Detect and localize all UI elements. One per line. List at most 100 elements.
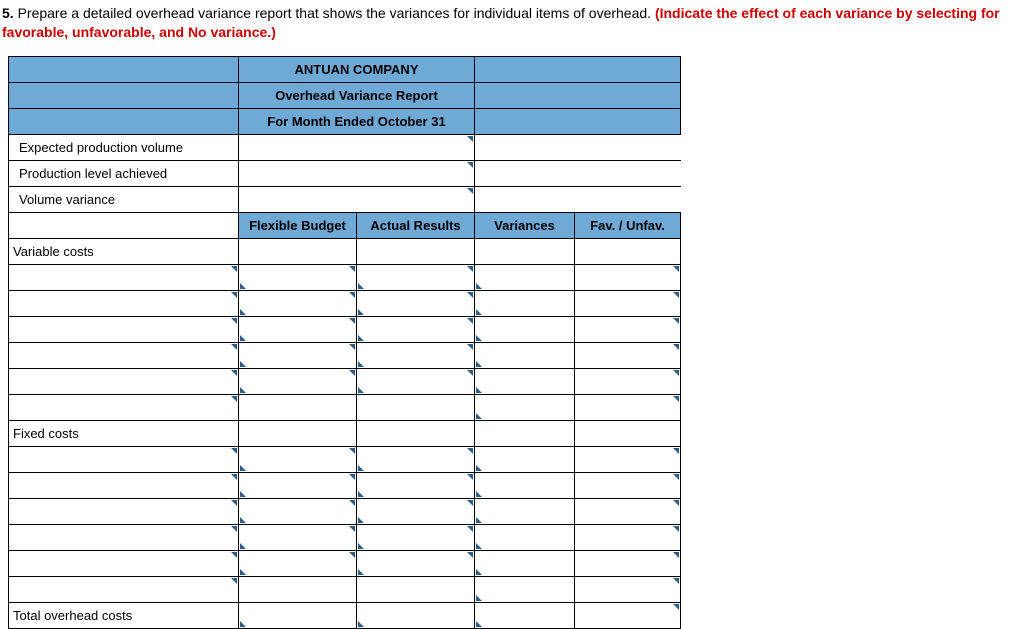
input-production-level[interactable] [239, 160, 475, 186]
var-item-dropdown[interactable] [9, 290, 239, 316]
input-favunfav-total[interactable] [575, 394, 681, 420]
header-row-3: For Month Ended October 31 [9, 108, 681, 134]
table-row [9, 290, 681, 316]
input-flex[interactable] [239, 290, 357, 316]
input-flex[interactable] [239, 342, 357, 368]
input-favunfav[interactable] [575, 550, 681, 576]
fix-item-dropdown[interactable] [9, 498, 239, 524]
var-item-dropdown[interactable] [9, 264, 239, 290]
input-actual-grand[interactable] [357, 602, 475, 628]
row-variable-costs-label: Variable costs [9, 238, 681, 264]
input-actual[interactable] [357, 368, 475, 394]
input-actual[interactable] [357, 498, 475, 524]
col-actual-results: Actual Results [357, 212, 475, 238]
row-volume-variance: Volume variance [9, 186, 681, 212]
fix-total-dropdown[interactable] [9, 576, 239, 602]
input-variance[interactable] [475, 550, 575, 576]
label-volume-variance: Volume variance [9, 186, 239, 212]
input-flex-total[interactable] [239, 394, 357, 420]
input-variance[interactable] [475, 368, 575, 394]
input-actual-total[interactable] [357, 576, 475, 602]
input-favunfav[interactable] [575, 264, 681, 290]
input-favunfav[interactable] [575, 368, 681, 394]
input-flex[interactable] [239, 368, 357, 394]
row-expected-volume: Expected production volume [9, 134, 681, 160]
input-volume-variance[interactable] [239, 186, 475, 212]
input-actual[interactable] [357, 446, 475, 472]
input-favunfav[interactable] [575, 290, 681, 316]
header-row-1: ANTUAN COMPANY [9, 56, 681, 82]
input-variance[interactable] [475, 264, 575, 290]
label-fixed-costs: Fixed costs [9, 420, 239, 446]
input-actual[interactable] [357, 472, 475, 498]
input-actual[interactable] [357, 264, 475, 290]
input-favunfav[interactable] [575, 524, 681, 550]
input-actual[interactable] [357, 524, 475, 550]
input-flex-grand[interactable] [239, 602, 357, 628]
column-header-row: Flexible Budget Actual Results Variances… [9, 212, 681, 238]
input-variance[interactable] [475, 290, 575, 316]
input-actual[interactable] [357, 290, 475, 316]
input-flex-total[interactable] [239, 576, 357, 602]
input-favunfav[interactable] [575, 472, 681, 498]
var-item-dropdown[interactable] [9, 316, 239, 342]
input-actual[interactable] [357, 550, 475, 576]
table-row [9, 446, 681, 472]
input-favunfav[interactable] [575, 498, 681, 524]
var-total-dropdown[interactable] [9, 394, 239, 420]
input-variance[interactable] [475, 342, 575, 368]
input-flex[interactable] [239, 446, 357, 472]
input-actual-total[interactable] [357, 394, 475, 420]
header-row-2: Overhead Variance Report [9, 82, 681, 108]
input-variance-total[interactable] [475, 576, 575, 602]
row-variable-total [9, 394, 681, 420]
input-variance[interactable] [475, 524, 575, 550]
input-variance[interactable] [475, 446, 575, 472]
row-production-level: Production level achieved [9, 160, 681, 186]
table-row [9, 550, 681, 576]
report-period: For Month Ended October 31 [239, 108, 475, 134]
col-fav-unfav: Fav. / Unfav. [575, 212, 681, 238]
input-actual[interactable] [357, 316, 475, 342]
var-item-dropdown[interactable] [9, 368, 239, 394]
fix-item-dropdown[interactable] [9, 524, 239, 550]
label-production-level: Production level achieved [9, 160, 239, 186]
fix-item-dropdown[interactable] [9, 550, 239, 576]
input-flex[interactable] [239, 472, 357, 498]
label-total-overhead: Total overhead costs [9, 602, 239, 628]
input-variance-grand[interactable] [475, 602, 575, 628]
var-item-dropdown[interactable] [9, 342, 239, 368]
input-flex[interactable] [239, 264, 357, 290]
input-favunfav[interactable] [575, 342, 681, 368]
input-favunfav-total[interactable] [575, 576, 681, 602]
fix-item-dropdown[interactable] [9, 472, 239, 498]
col-flexible-budget: Flexible Budget [239, 212, 357, 238]
table-row [9, 472, 681, 498]
input-flex[interactable] [239, 316, 357, 342]
table-row [9, 368, 681, 394]
input-variance-total[interactable] [475, 394, 575, 420]
input-flex[interactable] [239, 550, 357, 576]
input-favunfav-grand[interactable] [575, 602, 681, 628]
input-flex[interactable] [239, 524, 357, 550]
question-block: 5. Prepare a detailed overhead variance … [0, 4, 1024, 56]
input-flex[interactable] [239, 498, 357, 524]
input-favunfav[interactable] [575, 316, 681, 342]
label-variable-costs: Variable costs [9, 238, 239, 264]
table-row [9, 524, 681, 550]
variance-report-table: ANTUAN COMPANY Overhead Variance Report … [8, 56, 681, 629]
input-variance[interactable] [475, 498, 575, 524]
fix-item-dropdown[interactable] [9, 446, 239, 472]
question-number: 5. [2, 5, 14, 21]
input-actual[interactable] [357, 342, 475, 368]
input-variance[interactable] [475, 472, 575, 498]
row-fixed-total [9, 576, 681, 602]
table-row [9, 316, 681, 342]
input-expected-volume[interactable] [239, 134, 475, 160]
label-expected-volume: Expected production volume [9, 134, 239, 160]
input-favunfav[interactable] [575, 446, 681, 472]
row-total-overhead: Total overhead costs [9, 602, 681, 628]
input-variance[interactable] [475, 316, 575, 342]
row-fixed-costs-label: Fixed costs [9, 420, 681, 446]
company-name: ANTUAN COMPANY [239, 56, 475, 82]
